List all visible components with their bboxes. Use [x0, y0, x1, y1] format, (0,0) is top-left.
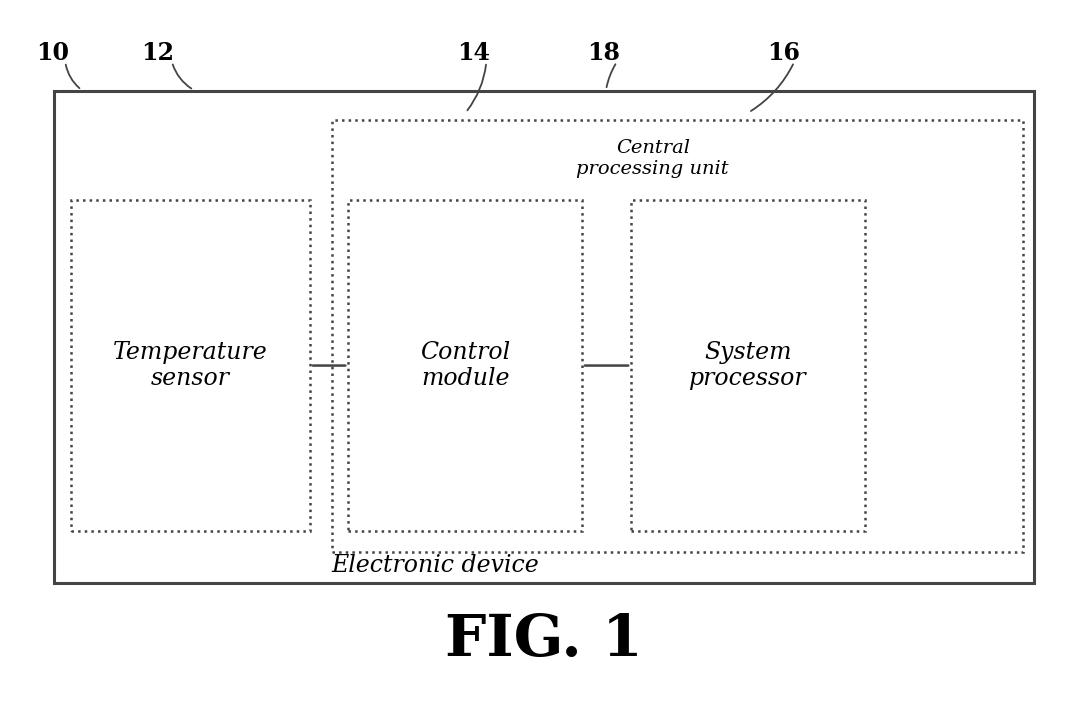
Text: Temperature
sensor: Temperature sensor [113, 341, 268, 390]
Bar [631, 200, 865, 531]
Text: 16: 16 [767, 41, 800, 65]
Text: Electronic device: Electronic device [332, 555, 539, 577]
Text: Control
module: Control module [420, 341, 510, 390]
Text: FIG. 1: FIG. 1 [445, 612, 643, 668]
Text: 10: 10 [36, 41, 69, 65]
Bar [348, 200, 582, 531]
Bar [71, 200, 310, 531]
Text: System
processor: System processor [689, 341, 807, 390]
Bar [332, 120, 1023, 552]
Text: 12: 12 [141, 41, 174, 65]
Text: Central
processing unit: Central processing unit [577, 138, 729, 178]
Text: 14: 14 [457, 41, 490, 65]
Bar [54, 91, 1034, 583]
Text: 18: 18 [588, 41, 620, 65]
